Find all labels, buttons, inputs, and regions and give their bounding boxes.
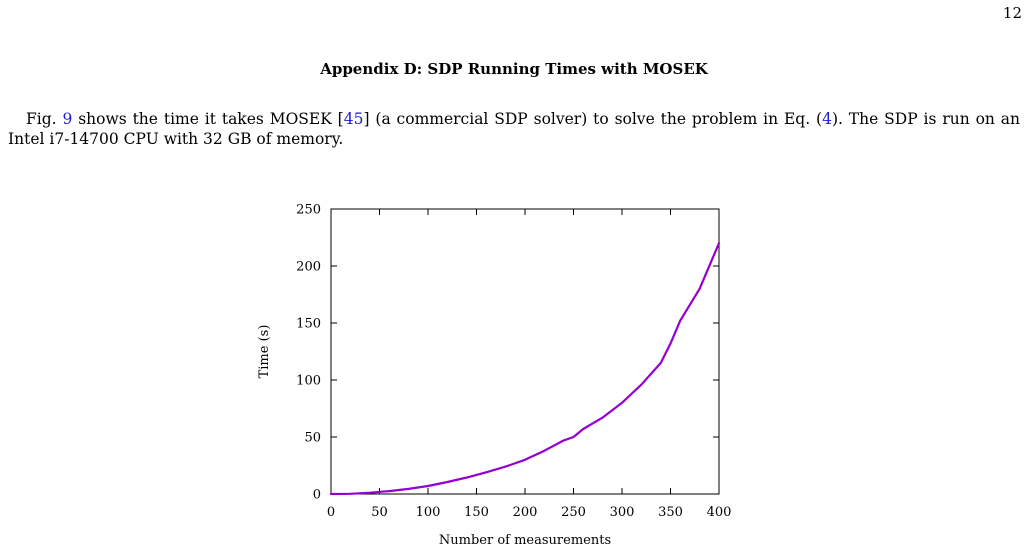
paragraph-text: Fig. <box>26 110 63 128</box>
x-tick-label: 100 <box>416 505 441 520</box>
data-point <box>368 491 371 494</box>
data-point <box>543 449 546 452</box>
body-paragraph: Fig. 9 shows the time it takes MOSEK [45… <box>8 109 1020 149</box>
x-tick-label: 50 <box>371 505 388 520</box>
data-point <box>659 362 662 364</box>
y-tick-label: 50 <box>304 431 321 446</box>
running-time-chart: 0 50 100 150 200 250 300 350 400 0 50 100 150 200 250… <box>257 203 732 549</box>
x-tick-label: 0 <box>327 505 335 520</box>
plot-frame <box>330 208 720 495</box>
data-point <box>349 492 352 495</box>
page-number: 12 <box>1002 4 1022 22</box>
x-tick-label: 150 <box>464 505 489 520</box>
data-point <box>388 490 391 493</box>
data-point <box>718 242 720 245</box>
data-point <box>446 481 449 483</box>
paragraph-text: shows the time it takes MOSEK [ <box>72 110 344 128</box>
series-layer <box>329 242 721 496</box>
figure-reference-link[interactable]: 9 <box>62 110 73 128</box>
paragraph-text: ). The SDP is run on an Intel i7-14700 C… <box>8 110 1020 148</box>
x-tick-label: 200 <box>513 505 538 520</box>
equation-reference-link[interactable]: 4 <box>822 110 832 128</box>
x-tick-label: 350 <box>658 505 683 520</box>
paragraph-text: ] (a commercial SDP solver) to solve the… <box>363 110 823 128</box>
x-axis-label: Number of measurements <box>439 533 611 548</box>
data-point <box>601 416 604 419</box>
series-line <box>329 242 721 496</box>
y-axis-label: Time (s) <box>257 325 272 379</box>
data-point <box>427 485 429 487</box>
x-tick-label: 250 <box>561 505 586 520</box>
data-point <box>679 319 682 322</box>
y-tick-label: 150 <box>296 317 321 332</box>
y-tick-label: 100 <box>296 374 321 389</box>
data-point <box>698 287 701 290</box>
plot-border <box>330 208 720 495</box>
data-point <box>465 476 468 479</box>
x-tick-label: 300 <box>610 505 635 520</box>
citation-link[interactable]: 45 <box>343 110 364 128</box>
y-tick-label: 250 <box>296 203 321 218</box>
x-axis-ticks: 0 50 100 150 200 250 300 350 400 <box>327 209 732 520</box>
data-point <box>330 493 332 495</box>
data-point <box>669 342 672 345</box>
data-point <box>621 401 623 404</box>
data-point <box>485 471 488 474</box>
data-point <box>407 487 410 490</box>
data-point <box>524 458 526 461</box>
y-tick-label: 0 <box>313 488 321 503</box>
x-tick-label: 400 <box>707 505 732 520</box>
y-axis-ticks: 0 50 100 150 200 250 <box>296 203 719 503</box>
data-point <box>504 465 507 468</box>
section-heading: Appendix D: SDP Running Times with MOSEK <box>320 60 708 78</box>
data-point <box>562 439 565 442</box>
data-point <box>572 436 575 438</box>
data-point <box>640 383 643 386</box>
data-point <box>582 428 585 430</box>
y-tick-label: 200 <box>296 260 321 275</box>
